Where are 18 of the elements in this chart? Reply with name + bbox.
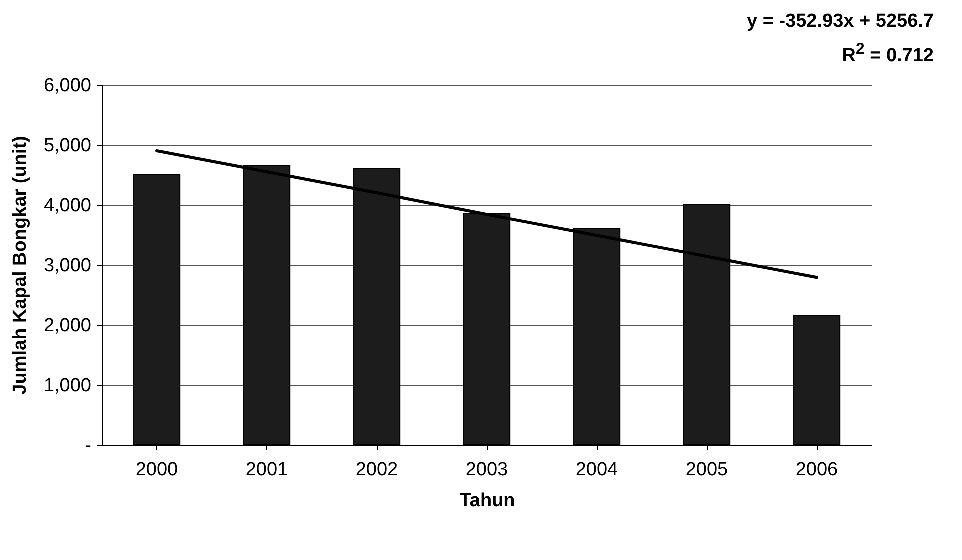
y-axis-title: Jumlah Kapal Bongkar (unit) (10, 136, 31, 395)
text: R$^{2}$ = 0.712 (841, 40, 934, 68)
y-tick-label: 3,000 (44, 256, 92, 276)
x-tick-label: 2005 (686, 460, 728, 480)
y-tick-label: 5,000 (44, 136, 92, 156)
y-tick-label: 1,000 (44, 376, 92, 396)
x-tick-label: 2003 (466, 460, 508, 480)
y-tick-label: 4,000 (44, 196, 92, 216)
y-tick-label: - (85, 436, 92, 456)
x-tick-label: 2000 (136, 460, 178, 480)
x-tick-label: 2001 (246, 460, 288, 480)
x-tick-label: 2002 (356, 460, 398, 480)
x-tick-label: 2004 (576, 460, 619, 480)
x-axis-title: Tahun (460, 490, 516, 512)
text: y = -352.93x + 5256.7 (747, 10, 934, 34)
x-tick-label: 2006 (796, 460, 838, 480)
y-tick-label: 6,000 (44, 76, 92, 96)
y-tick-label: 2,000 (44, 316, 92, 336)
